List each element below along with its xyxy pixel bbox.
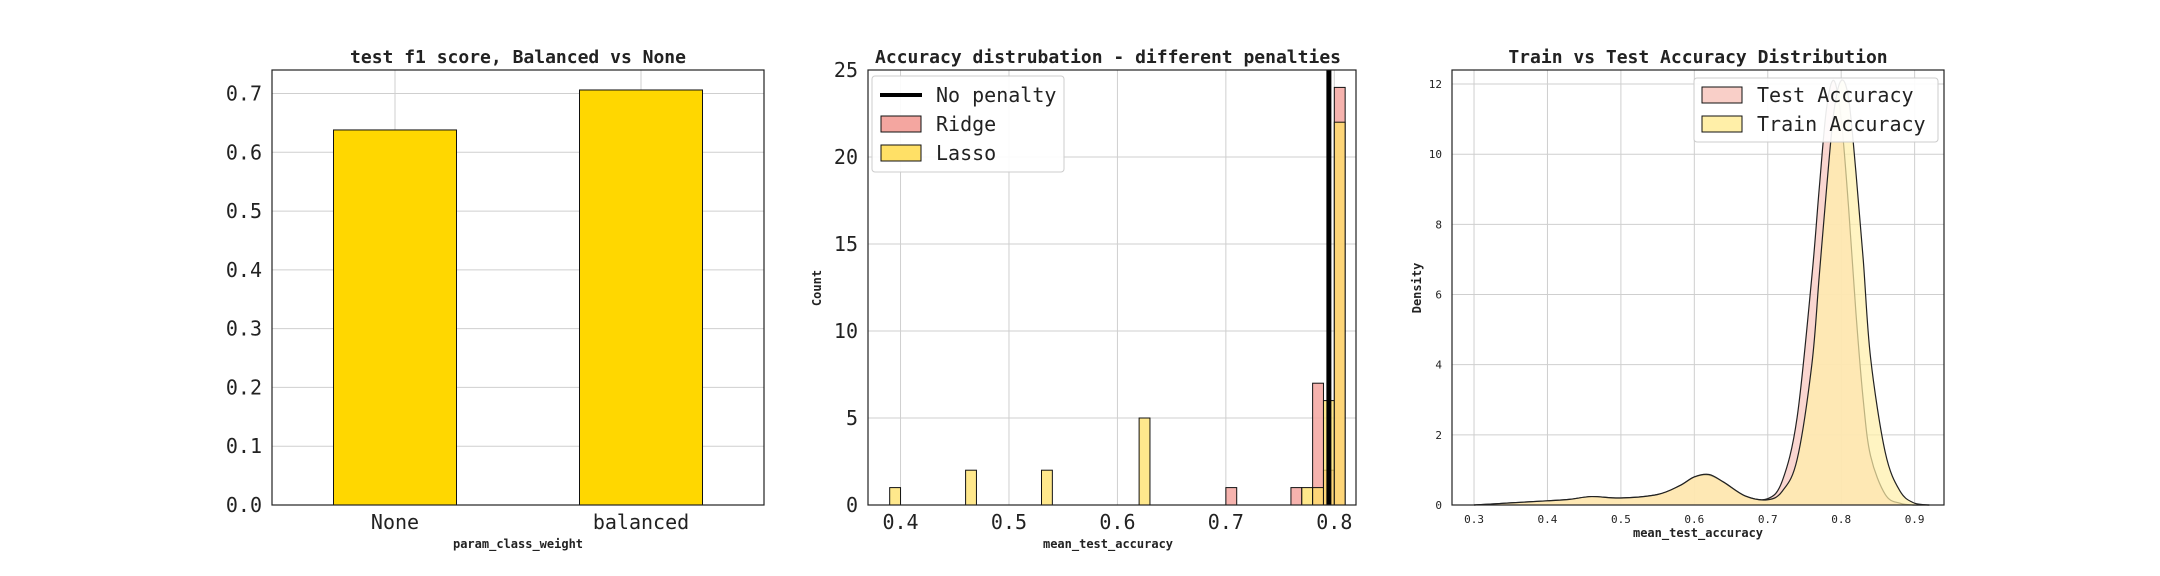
y-tick-label: 8 bbox=[1435, 218, 1442, 231]
legend-test-accuracy-swatch bbox=[1701, 86, 1743, 104]
bar bbox=[579, 89, 703, 506]
chart3-ylabel: Density bbox=[1410, 263, 1424, 314]
x-tick-label: 0.8 bbox=[1831, 513, 1851, 526]
x-tick-label: 0.6 bbox=[1684, 513, 1704, 526]
legend-lasso-label: Lasso bbox=[936, 141, 996, 165]
chart-class-weight-f1: 0.0 0.1 0.2 0.3 0.4 0.5 0.6 0.7 None balanced te… bbox=[226, 47, 765, 552]
y-tick-label: 0.7 bbox=[226, 82, 262, 106]
x-tick-label: 0.5 bbox=[991, 510, 1027, 534]
legend-lasso-swatch bbox=[880, 144, 922, 162]
y-tick-label: 0.4 bbox=[226, 258, 262, 282]
x-tick-label: 0.5 bbox=[1611, 513, 1631, 526]
hist-bar-lasso bbox=[1138, 417, 1151, 506]
chart-train-test-density: 0 2 4 6 8 10 12 0.3 0.4 0.5 0.6 0.7 0.8 0.9 Train vs… bbox=[1410, 47, 1945, 541]
chart2-frame bbox=[867, 69, 1357, 506]
hist-bar-lasso bbox=[1333, 121, 1346, 506]
hist-bar-ridge bbox=[1225, 487, 1238, 506]
y-tick-label: 5 bbox=[846, 406, 858, 430]
y-tick-label: 0.0 bbox=[226, 493, 262, 517]
y-tick-label: 25 bbox=[834, 58, 858, 82]
x-tick-label: 0.3 bbox=[1464, 513, 1484, 526]
x-tick-label: 0.7 bbox=[1208, 510, 1244, 534]
x-tick-label: balanced bbox=[593, 510, 689, 534]
chart3-legend: Test Accuracy Train Accuracy bbox=[1693, 77, 1939, 143]
y-tick-label: 0 bbox=[1435, 499, 1442, 512]
y-tick-label: 0.6 bbox=[226, 140, 262, 164]
legend-train-accuracy-label: Train Accuracy bbox=[1757, 112, 1926, 136]
y-tick-label: 10 bbox=[1429, 148, 1442, 161]
hist-bar-ridge bbox=[1312, 382, 1324, 506]
x-tick-label: 0.9 bbox=[1905, 513, 1925, 526]
chart2-ylabel: Count bbox=[810, 270, 824, 306]
x-tick-label: 0.4 bbox=[1538, 513, 1558, 526]
density-line-train bbox=[1473, 79, 1930, 506]
y-tick-label: 4 bbox=[1435, 359, 1442, 372]
chart3-xlabel: mean_test_accuracy bbox=[1633, 526, 1763, 541]
chart1-frame bbox=[271, 69, 765, 506]
y-tick-label: 2 bbox=[1435, 429, 1442, 442]
y-tick-label: 0.1 bbox=[226, 434, 262, 458]
y-tick-label: 10 bbox=[834, 319, 858, 343]
hist-bar-lasso bbox=[965, 469, 977, 506]
hist-bar-lasso bbox=[1041, 469, 1053, 506]
legend-ridge-swatch bbox=[880, 115, 922, 133]
chart3-frame bbox=[1451, 69, 1945, 506]
density-area-train bbox=[1474, 79, 1930, 505]
legend-no-penalty-label: No penalty bbox=[936, 83, 1056, 107]
legend-train-accuracy-swatch bbox=[1701, 115, 1743, 133]
y-tick-label: 12 bbox=[1429, 78, 1442, 91]
chart2-legend: No penalty Ridge Lasso bbox=[871, 75, 1065, 173]
chart2-xlabel: mean_test_accuracy bbox=[1043, 537, 1173, 552]
y-tick-label: 20 bbox=[834, 145, 858, 169]
x-tick-label: 0.6 bbox=[1099, 510, 1135, 534]
hist-bar-lasso bbox=[1312, 487, 1324, 506]
legend-ridge-label: Ridge bbox=[936, 112, 996, 136]
bar bbox=[333, 129, 457, 506]
chart1-title: test f1 score, Balanced vs None bbox=[350, 47, 686, 68]
y-tick-label: 15 bbox=[834, 232, 858, 256]
y-tick-label: 0.5 bbox=[226, 199, 262, 223]
chart-penalty-histogram: 0 5 10 15 20 25 0.4 0.5 0.6 0.7 0.8 Accuracy dist… bbox=[810, 47, 1357, 552]
chart2-title: Accuracy distrubation - different penalt… bbox=[875, 47, 1341, 68]
hist-bar-ridge bbox=[1290, 487, 1303, 506]
x-tick-label: 0.8 bbox=[1316, 510, 1352, 534]
x-tick-label: None bbox=[371, 510, 419, 534]
x-tick-label: 0.4 bbox=[882, 510, 918, 534]
y-tick-label: 0.3 bbox=[226, 317, 262, 341]
legend-test-accuracy-label: Test Accuracy bbox=[1757, 83, 1914, 107]
y-tick-label: 6 bbox=[1435, 289, 1442, 302]
y-tick-label: 0 bbox=[846, 493, 858, 517]
x-tick-label: 0.7 bbox=[1758, 513, 1778, 526]
y-tick-label: 0.2 bbox=[226, 375, 262, 399]
hist-bar-lasso bbox=[889, 487, 902, 506]
hist-bar-lasso bbox=[1301, 487, 1314, 506]
chart1-xlabel: param_class_weight bbox=[453, 537, 583, 552]
chart3-title: Train vs Test Accuracy Distribution bbox=[1508, 47, 1887, 68]
